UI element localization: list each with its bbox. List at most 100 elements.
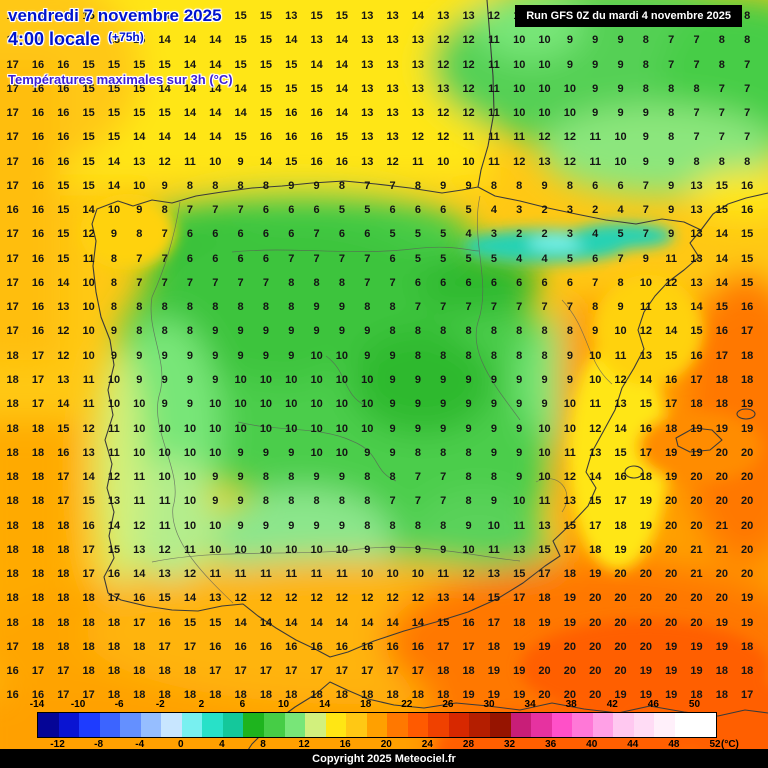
temperature-value: 18: [310, 689, 323, 702]
temperature-value: 14: [411, 10, 425, 22]
temperature-value: 19: [462, 689, 475, 702]
temperature-value: 18: [563, 568, 576, 581]
temperature-value: 18: [6, 592, 19, 605]
temperature-value: 8: [440, 325, 447, 338]
temperature-value: 18: [82, 616, 95, 629]
temperature-value: 17: [82, 689, 95, 702]
temperature-value: 11: [462, 131, 475, 144]
temperature-value: 17: [310, 665, 323, 678]
temperature-value: 18: [31, 640, 45, 653]
temperature-value: 15: [133, 34, 146, 47]
temperature-value: 14: [411, 616, 425, 629]
temperature-value: 8: [490, 349, 497, 362]
temperature-value: 15: [107, 82, 121, 95]
temperature-value: 14: [285, 34, 298, 47]
temperature-value: 16: [285, 107, 298, 120]
colorbar-segment: [613, 713, 634, 737]
temperature-value: 18: [183, 665, 197, 678]
temperature-value: 9: [389, 422, 396, 435]
temperature-value: 15: [107, 131, 121, 144]
temperature-value: 11: [82, 252, 95, 265]
temperature-value: 9: [617, 301, 624, 314]
temperature-value: 7: [262, 276, 269, 289]
temperature-value: 7: [744, 58, 751, 71]
temperature-value: 18: [57, 543, 70, 556]
temperature-value: 6: [364, 228, 371, 241]
temperature-value: 10: [259, 543, 273, 556]
colorbar-tick: 28: [462, 739, 475, 750]
colorbar-segment: [695, 713, 717, 737]
temperature-value: 12: [437, 131, 450, 144]
temperature-value: 20: [614, 665, 627, 678]
temperature-value: 8: [313, 276, 320, 289]
temperature-value: 20: [690, 592, 703, 605]
colorbar-segment: [58, 713, 80, 737]
temperature-value: 20: [538, 665, 551, 678]
temperature-value: 9: [516, 398, 523, 411]
temperature-value: 17: [411, 665, 425, 678]
temperature-value: 19: [690, 422, 703, 435]
colorbar-tick: -14: [29, 699, 45, 710]
temperature-value: 8: [440, 446, 447, 459]
temperature-value: 17: [31, 665, 45, 678]
temperature-value: 12: [57, 349, 70, 362]
temperature-value: 16: [335, 155, 349, 168]
temperature-value: 19: [665, 471, 678, 484]
temperature-value: 18: [690, 398, 703, 411]
temperature-value: 6: [465, 276, 472, 289]
temperature-value: 15: [82, 10, 95, 22]
temperature-value: 14: [183, 58, 197, 71]
temperature-value: 17: [462, 640, 475, 653]
temperature-value: 6: [389, 204, 396, 217]
temperature-value: 18: [31, 592, 45, 605]
temperature-value: 15: [82, 107, 95, 120]
temperature-value: 10: [259, 398, 273, 411]
temperature-value: 14: [82, 471, 95, 484]
temperature-value: 12: [665, 276, 678, 289]
temperature-value: 17: [6, 276, 19, 289]
temperature-value: 20: [614, 616, 627, 629]
temperature-value: 13: [386, 82, 399, 95]
bottom-bar: Copyright 2025 Meteociel.fr: [0, 749, 768, 768]
temperature-value: 8: [744, 34, 751, 47]
temperature-value: 17: [361, 665, 374, 678]
temperature-value: 9: [465, 422, 472, 435]
temperature-value: 8: [136, 301, 143, 314]
temperature-value: 12: [639, 325, 652, 338]
temperature-value: 9: [440, 179, 447, 192]
temperature-value: 18: [133, 640, 146, 653]
colorbar-tick: 44: [627, 739, 639, 750]
temperature-value: 8: [161, 301, 168, 314]
temperature-value: 8: [186, 179, 194, 192]
temperature-value: 18: [6, 398, 19, 411]
temperature-value: 9: [414, 543, 421, 556]
temperature-value: 19: [665, 689, 678, 702]
temperature-value: 10: [437, 155, 450, 168]
temperature-value: 9: [389, 543, 396, 556]
temperature-value: 9: [161, 349, 168, 362]
temperature-value: 8: [262, 301, 269, 314]
temperature-value: 10: [183, 446, 197, 459]
temperature-value: 11: [133, 495, 146, 508]
temperature-value: 5: [465, 204, 472, 217]
temperature-value: 8: [161, 325, 168, 338]
temperature-value: 9: [288, 446, 295, 459]
temperature-value: 7: [642, 228, 649, 241]
temperature-value: 10: [310, 446, 323, 459]
grid-row: 18 18 18 17 16 14 13 12 11 11 11 11 11 11 10 10 10 11 12 13…: [0, 562, 760, 586]
temperature-value: 8: [516, 349, 523, 362]
temperature-value: 17: [158, 640, 171, 653]
temperature-value: 17: [133, 616, 146, 629]
temperature-value: 16: [690, 349, 703, 362]
temperature-value: 6: [440, 276, 447, 289]
temperature-value: 18: [82, 592, 95, 605]
temperature-value: 12: [538, 131, 551, 144]
temperature-value: 10: [234, 398, 247, 411]
grid-row: 17 16 16 15 15 15 15 14 14 15 15 15 14 14 13 13 13 12 12 11…: [0, 53, 760, 77]
temperature-value: 18: [57, 640, 70, 653]
temperature-value: 9: [389, 398, 396, 411]
temperature-value: 10: [462, 155, 475, 168]
temperature-value: 8: [389, 471, 396, 484]
temperature-value: 15: [487, 592, 501, 605]
